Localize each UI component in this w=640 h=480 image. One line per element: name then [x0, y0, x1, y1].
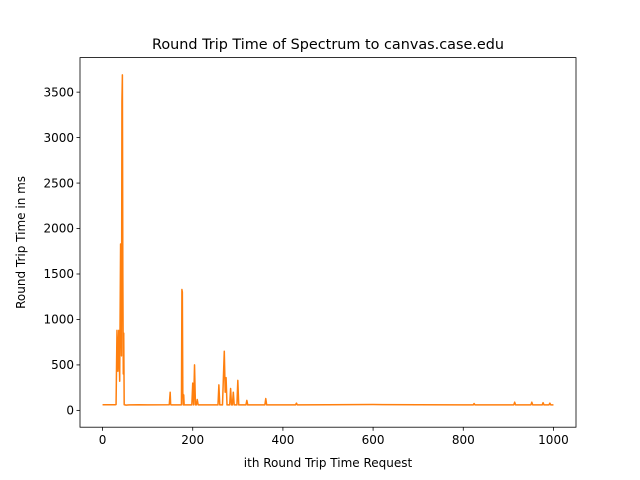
y-tick-label: 2000 [43, 222, 74, 236]
y-tick-label: 3500 [43, 85, 74, 99]
y-axis-title: Round Trip Time in ms [14, 176, 28, 309]
y-tick-label: 3000 [43, 131, 74, 145]
x-axis-title: ith Round Trip Time Request [244, 456, 413, 470]
y-tick-label: 1500 [43, 267, 74, 281]
y-axis: 0 500 1000 1500 2000 2500 3000 3500 [43, 85, 80, 418]
series-line-0 [102, 74, 554, 406]
x-tick-label: 200 [181, 433, 204, 447]
x-tick-label: 400 [271, 433, 294, 447]
y-tick-label: 500 [51, 358, 74, 372]
chart-title: Round Trip Time of Spectrum to canvas.ca… [152, 37, 504, 53]
y-tick-label: 2500 [43, 176, 74, 190]
y-tick-label: 0 [66, 404, 74, 418]
x-tick-label: 600 [362, 433, 385, 447]
x-tick-label: 1000 [538, 433, 569, 447]
x-tick-label: 800 [452, 433, 475, 447]
x-tick-label: 0 [99, 433, 107, 447]
y-tick-label: 1000 [43, 313, 74, 327]
x-axis: 0 200 400 600 800 1000 [99, 427, 569, 447]
plot-frame [79, 57, 577, 428]
